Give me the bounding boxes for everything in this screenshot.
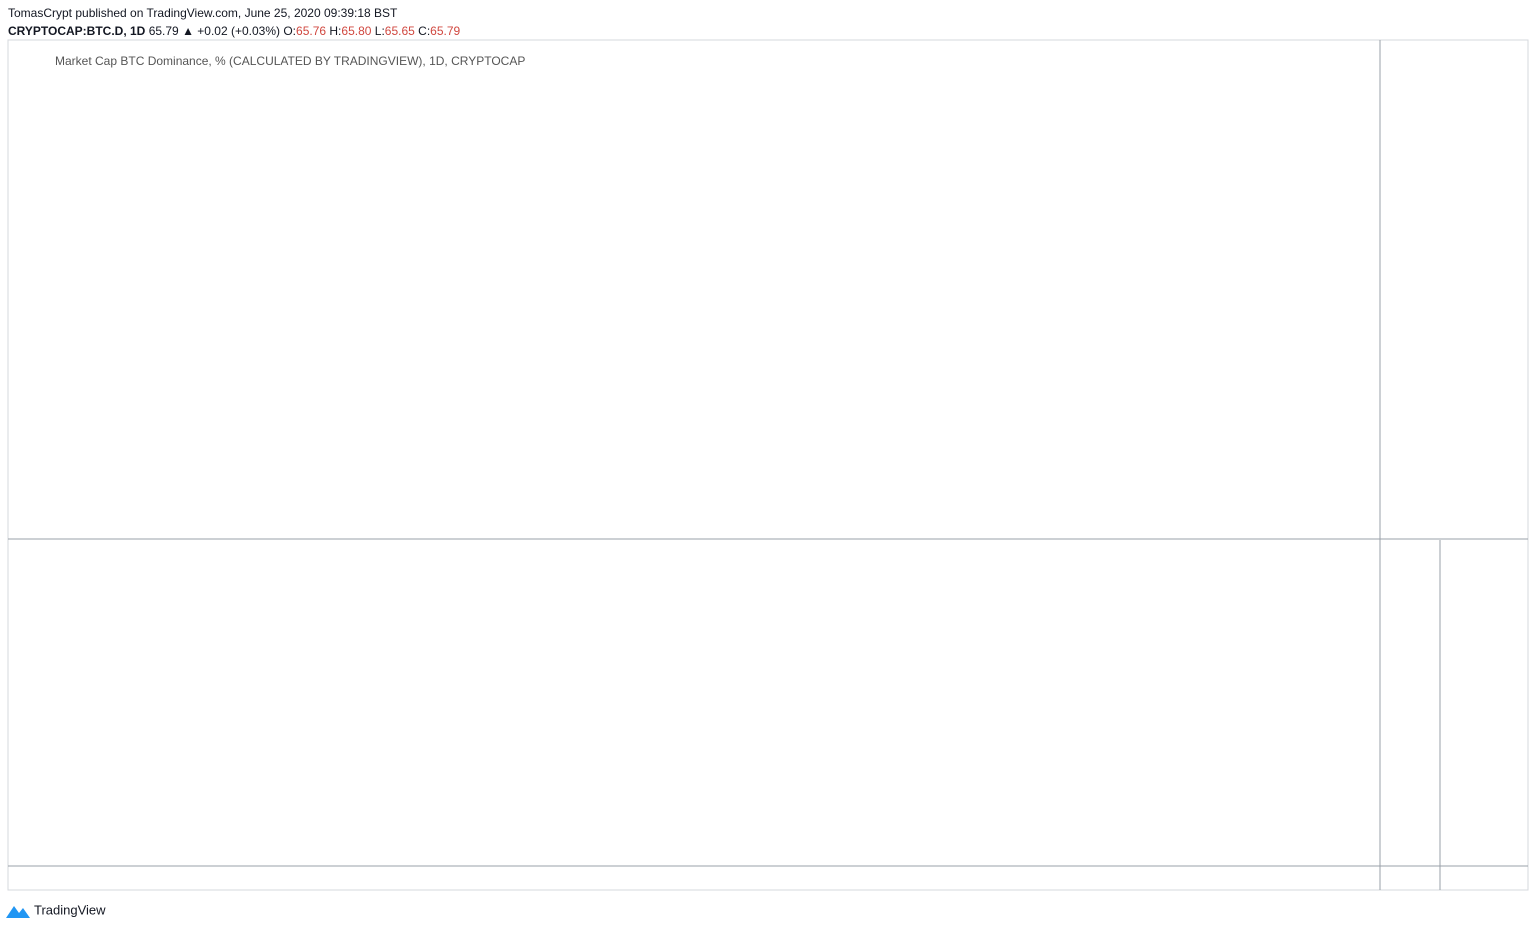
change: ▲ +0.02 (+0.03%) (182, 24, 280, 38)
chart-title: Market Cap BTC Dominance, % (CALCULATED … (55, 54, 525, 68)
last: 65.79 (148, 24, 179, 38)
logo: TradingView (34, 902, 106, 917)
ohlc-value: 65.79 (430, 24, 461, 38)
symbol: CRYPTOCAP:BTC.D, 1D (8, 24, 146, 38)
symbol-line: CRYPTOCAP:BTC.D, 1D 65.79 ▲ +0.02 (+0.03… (8, 22, 460, 40)
ohlc-value: 65.65 (384, 24, 415, 38)
logo-icon (6, 906, 30, 918)
ohlc-key: L: (374, 24, 385, 38)
ohlc-value: 65.76 (296, 24, 327, 38)
header: TomasCrypt published on TradingView.com,… (8, 4, 460, 40)
ohlc-key: C: (418, 24, 431, 38)
ohlc-key: H: (329, 24, 342, 38)
ohlc-key: O: (283, 24, 297, 38)
ohlc-value: 65.80 (341, 24, 372, 38)
frame (7, 39, 1529, 891)
ohlc: O:65.76 H:65.80 L:65.65 C:65.79 (283, 24, 460, 38)
publish-line: TomasCrypt published on TradingView.com,… (8, 6, 398, 20)
